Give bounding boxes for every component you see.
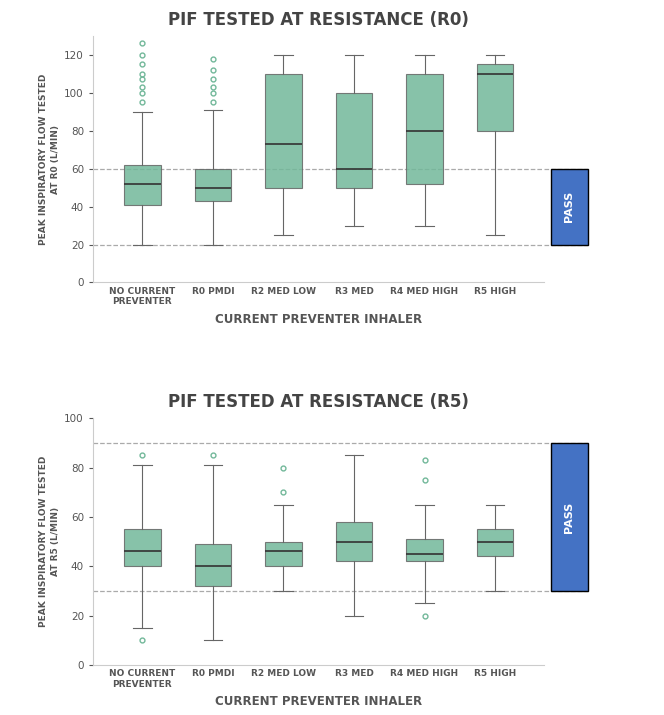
PathPatch shape	[336, 522, 373, 561]
Title: PIF TESTED AT RESISTANCE (R5): PIF TESTED AT RESISTANCE (R5)	[168, 393, 469, 411]
PathPatch shape	[195, 169, 231, 201]
X-axis label: CURRENT PREVENTER INHALER: CURRENT PREVENTER INHALER	[215, 696, 422, 709]
Y-axis label: PEAK INSPIRATORY FLOW TESTED
AT R5 (L/MIN): PEAK INSPIRATORY FLOW TESTED AT R5 (L/MI…	[39, 456, 60, 627]
Y-axis label: PEAK INSPIRATORY FLOW TESTED
AT R0 (L/MIN): PEAK INSPIRATORY FLOW TESTED AT R0 (L/MI…	[39, 74, 60, 245]
Text: PASS: PASS	[564, 191, 574, 222]
Text: PASS: PASS	[564, 501, 574, 533]
PathPatch shape	[124, 165, 161, 204]
X-axis label: CURRENT PREVENTER INHALER: CURRENT PREVENTER INHALER	[215, 313, 422, 326]
PathPatch shape	[477, 529, 513, 556]
PathPatch shape	[265, 541, 301, 566]
PathPatch shape	[406, 539, 443, 561]
PathPatch shape	[124, 529, 161, 566]
PathPatch shape	[336, 93, 373, 187]
PathPatch shape	[477, 64, 513, 131]
PathPatch shape	[195, 544, 231, 586]
PathPatch shape	[406, 74, 443, 184]
PathPatch shape	[265, 74, 301, 187]
Title: PIF TESTED AT RESISTANCE (R0): PIF TESTED AT RESISTANCE (R0)	[168, 11, 469, 29]
